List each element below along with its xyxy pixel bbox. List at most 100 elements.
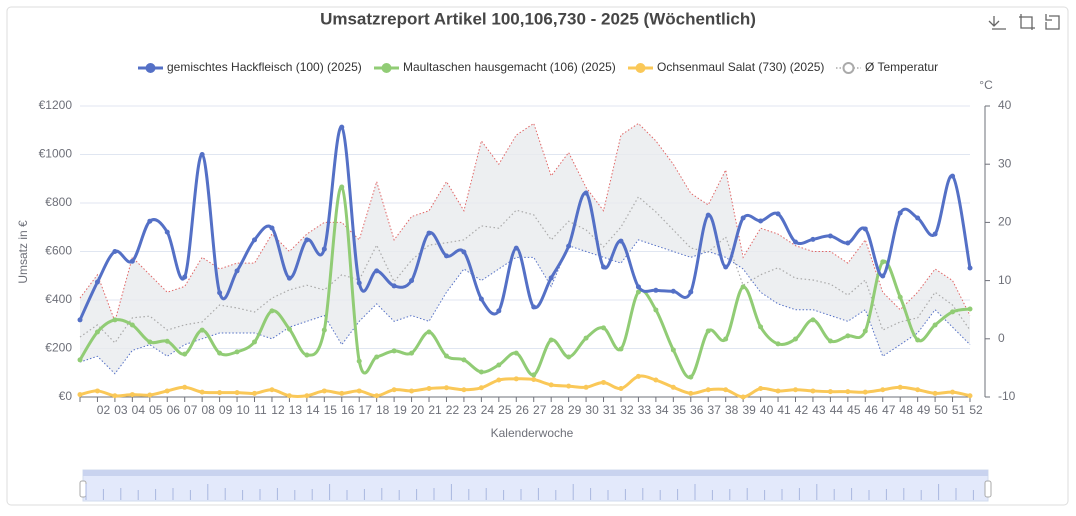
x-tick-label: 35 — [673, 403, 687, 417]
zoom-handle[interactable] — [984, 480, 992, 498]
x-tick-label: 15 — [324, 403, 338, 417]
series-point — [234, 268, 240, 274]
series-point — [321, 246, 327, 252]
legend-label: Ochsenmaul Salat (730) (2025) — [657, 60, 824, 74]
download-icon[interactable] — [988, 16, 1006, 30]
series-point — [967, 393, 973, 399]
series-point — [932, 322, 938, 328]
series-point — [880, 273, 886, 279]
y-axis-label: Umsatz in € — [16, 220, 30, 284]
x-tick-label: 12 — [271, 403, 285, 417]
series-point — [792, 387, 798, 393]
zoom-icon[interactable] — [1019, 14, 1035, 30]
series-point — [810, 317, 816, 323]
x-tick-label: 43 — [812, 403, 826, 417]
series-point — [356, 358, 362, 364]
series-point — [461, 387, 467, 393]
series-point — [950, 173, 956, 179]
x-tick-label: 52 — [969, 403, 983, 417]
series-point — [880, 387, 886, 393]
x-tick-label: 46 — [865, 403, 879, 417]
x-tick-label: 21 — [428, 403, 442, 417]
legend-item[interactable]: gemischtes Hackfleisch (100) (2025) — [138, 60, 362, 74]
series-point — [321, 388, 327, 394]
series-point — [286, 275, 292, 281]
series-point — [374, 393, 380, 399]
zoom-handle[interactable] — [79, 480, 87, 498]
series-point — [182, 274, 188, 280]
series-point — [199, 152, 205, 157]
legend-item[interactable]: Ochsenmaul Salat (730) (2025) — [628, 60, 824, 74]
x-tick-label: 06 — [167, 403, 181, 417]
legend-item[interactable]: Ø Temperatur — [836, 60, 938, 74]
x-tick-label: 13 — [289, 403, 303, 417]
series-point — [391, 283, 397, 289]
x-tick-label: 49 — [917, 403, 931, 417]
series-point — [583, 384, 589, 390]
data-zoom[interactable] — [79, 469, 992, 502]
x-tick-label: 07 — [184, 403, 198, 417]
legend-marker — [381, 63, 392, 73]
legend-marker — [145, 63, 156, 73]
series-point — [182, 384, 188, 390]
series-point — [915, 387, 921, 393]
series-point — [688, 390, 694, 396]
series-point — [199, 327, 205, 333]
y2-tick-label: 0 — [998, 331, 1005, 345]
series-point — [723, 387, 729, 393]
y-tick-label: €0 — [59, 389, 73, 403]
toolbox[interactable] — [988, 14, 1060, 30]
series-point — [618, 386, 624, 392]
series-point — [531, 304, 537, 310]
series-point — [112, 249, 118, 254]
series-point — [339, 390, 345, 396]
series-point — [94, 329, 100, 335]
series-point — [478, 385, 484, 391]
series-point — [129, 258, 135, 264]
y-tick-label: €400 — [45, 292, 72, 306]
series-point — [147, 339, 153, 345]
zoom-bar[interactable] — [83, 470, 988, 476]
x-tick-label: 32 — [620, 403, 634, 417]
series-point — [531, 377, 537, 383]
y2-axis-label: °C — [979, 78, 993, 92]
series-point — [950, 389, 956, 395]
series-point — [164, 338, 170, 344]
series-point — [601, 379, 607, 385]
series-point — [496, 362, 502, 368]
series-point — [635, 289, 641, 295]
x-tick-label: 28 — [550, 403, 564, 417]
series-point — [845, 389, 851, 395]
x-tick-label: 44 — [830, 403, 844, 417]
series-point — [880, 259, 886, 265]
legend-label: Maultaschen hausgemacht (106) (2025) — [403, 60, 616, 74]
series-point — [164, 388, 170, 394]
series-point — [217, 390, 223, 396]
reset-icon[interactable] — [1045, 14, 1060, 30]
series-point — [897, 294, 903, 300]
y-tick-label: €1200 — [39, 98, 73, 112]
series-point — [129, 392, 135, 398]
series-point — [443, 253, 449, 259]
series-point — [164, 229, 170, 235]
series-point — [775, 341, 781, 347]
series-point — [409, 278, 415, 284]
series-point — [217, 290, 223, 296]
legend-item[interactable]: Maultaschen hausgemacht (106) (2025) — [374, 60, 616, 74]
y-tick-label: €200 — [45, 341, 72, 355]
x-tick-label: 48 — [900, 403, 914, 417]
y2-tick-label: 20 — [998, 215, 1012, 229]
y2-tick-label: 10 — [998, 273, 1012, 287]
series-point — [845, 240, 851, 246]
series-point — [234, 390, 240, 396]
x-tick-label: 14 — [306, 403, 320, 417]
series-point — [496, 377, 502, 383]
series-point — [77, 317, 83, 323]
series-point — [304, 352, 310, 358]
x-tick-label: 20 — [411, 403, 425, 417]
series-point — [670, 288, 676, 294]
series-point — [182, 351, 188, 357]
series-point — [758, 324, 764, 330]
series-point — [513, 350, 519, 356]
y2-tick-label: -10 — [998, 389, 1016, 403]
